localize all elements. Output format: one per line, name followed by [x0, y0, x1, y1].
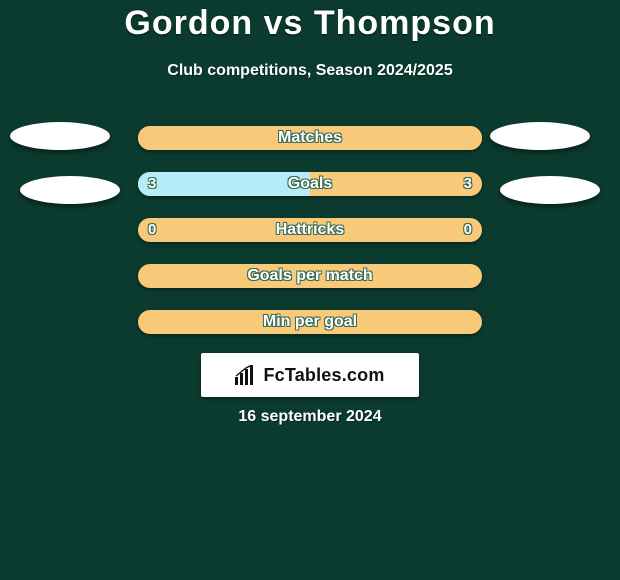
player-oval-right-1 [500, 176, 600, 204]
watermark-inner: FcTables.com [235, 365, 384, 386]
stat-bar-right-value: 3 [464, 172, 472, 196]
watermark-text: FcTables.com [263, 365, 384, 386]
comparison-infographic: Gordon vs Thompson Club competitions, Se… [0, 0, 620, 580]
stat-bar-label: Hattricks [138, 218, 482, 242]
stat-bar: Matches [138, 126, 482, 150]
stat-bar-right-value: 0 [464, 218, 472, 242]
stat-bar-label: Goals [138, 172, 482, 196]
stat-bar: Goals3 3 [138, 172, 482, 196]
player-oval-left-1 [20, 176, 120, 204]
player-oval-right-0 [490, 122, 590, 150]
stat-bar: Goals per match [138, 264, 482, 288]
page-title: Gordon vs Thompson [0, 4, 620, 43]
stat-bar-label: Matches [138, 126, 482, 150]
chart-icon [235, 365, 257, 385]
stat-bar-left-value: 0 [148, 218, 156, 242]
stat-bar-label: Goals per match [138, 264, 482, 288]
stat-bar: Min per goal [138, 310, 482, 334]
stat-bar-left-value: 3 [148, 172, 156, 196]
date-line: 16 september 2024 [0, 408, 620, 426]
watermark-box: FcTables.com [201, 353, 419, 397]
subtitle: Club competitions, Season 2024/2025 [0, 62, 620, 80]
stat-bar: Hattricks0 0 [138, 218, 482, 242]
stat-bar-label: Min per goal [138, 310, 482, 334]
player-oval-left-0 [10, 122, 110, 150]
